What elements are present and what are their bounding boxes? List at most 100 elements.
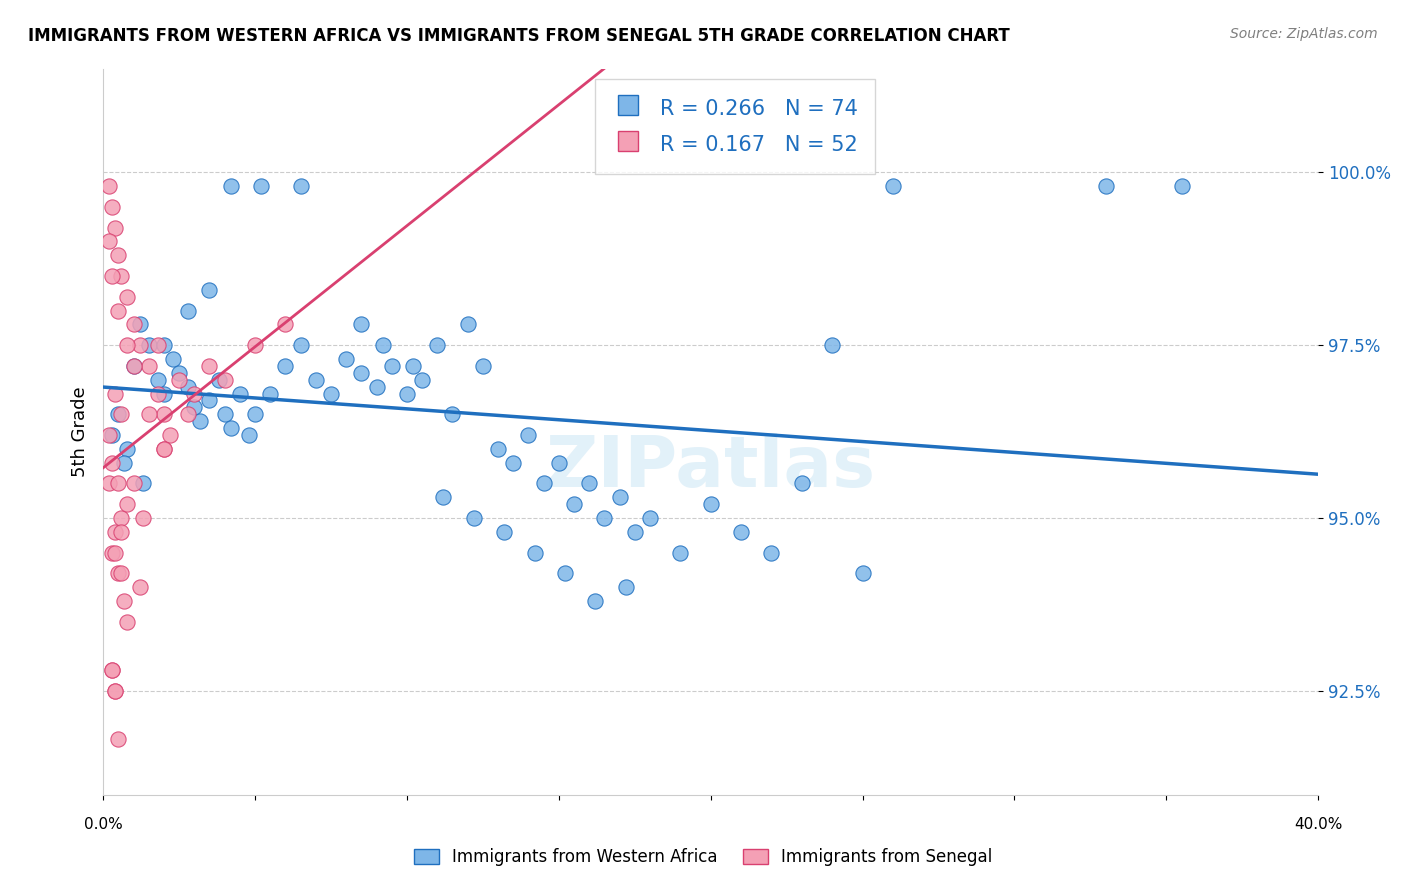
Point xyxy=(274,318,297,332)
Point xyxy=(101,200,124,214)
Point xyxy=(101,428,124,442)
Point xyxy=(107,566,129,581)
Point xyxy=(98,179,121,194)
Point xyxy=(104,524,127,539)
Point xyxy=(153,407,176,421)
Point xyxy=(432,491,454,505)
Point xyxy=(699,497,721,511)
Point xyxy=(350,366,373,380)
Point xyxy=(335,351,357,366)
Point xyxy=(110,407,132,421)
Text: IMMIGRANTS FROM WESTERN AFRICA VS IMMIGRANTS FROM SENEGAL 5TH GRADE CORRELATION : IMMIGRANTS FROM WESTERN AFRICA VS IMMIGR… xyxy=(28,27,1010,45)
Point xyxy=(290,179,312,194)
Point xyxy=(122,318,145,332)
Point xyxy=(104,220,127,235)
Point xyxy=(238,428,260,442)
Point xyxy=(159,428,181,442)
Point xyxy=(1170,179,1192,194)
Point xyxy=(523,546,546,560)
Point xyxy=(578,476,600,491)
Point xyxy=(128,580,150,594)
Point xyxy=(110,511,132,525)
Point xyxy=(101,663,124,677)
Point xyxy=(104,684,127,698)
Point xyxy=(494,524,516,539)
Point xyxy=(274,359,297,373)
Legend: R = 0.266   N = 74, R = 0.167   N = 52: R = 0.266 N = 74, R = 0.167 N = 52 xyxy=(596,78,875,174)
Point xyxy=(517,428,540,442)
Point xyxy=(128,338,150,352)
Point xyxy=(107,476,129,491)
Point xyxy=(162,351,184,366)
Point xyxy=(638,511,661,525)
Point xyxy=(167,366,190,380)
Point xyxy=(104,684,127,698)
Point xyxy=(110,566,132,581)
Point xyxy=(107,248,129,262)
Point xyxy=(98,235,121,249)
Point xyxy=(350,318,373,332)
Text: 40.0%: 40.0% xyxy=(1294,817,1343,832)
Point xyxy=(122,476,145,491)
Point xyxy=(583,594,606,608)
Point xyxy=(131,511,153,525)
Point xyxy=(101,268,124,283)
Point xyxy=(554,566,576,581)
Text: ZIPatlas: ZIPatlas xyxy=(546,434,876,502)
Point xyxy=(131,476,153,491)
Point xyxy=(112,594,135,608)
Point xyxy=(730,524,752,539)
Point xyxy=(122,359,145,373)
Point xyxy=(153,442,176,456)
Point xyxy=(219,421,242,435)
Point xyxy=(319,386,342,401)
Point xyxy=(153,442,176,456)
Point xyxy=(250,179,273,194)
Point xyxy=(219,179,242,194)
Point xyxy=(471,359,494,373)
Point xyxy=(243,338,266,352)
Point xyxy=(107,303,129,318)
Point xyxy=(198,393,221,408)
Point xyxy=(138,359,160,373)
Point xyxy=(117,338,139,352)
Point xyxy=(882,179,904,194)
Point xyxy=(852,566,875,581)
Point xyxy=(138,338,160,352)
Point xyxy=(761,546,783,560)
Point xyxy=(198,283,221,297)
Point xyxy=(371,338,394,352)
Point xyxy=(214,407,236,421)
Point xyxy=(593,511,616,525)
Point xyxy=(441,407,464,421)
Point xyxy=(101,546,124,560)
Point xyxy=(146,386,169,401)
Point xyxy=(547,456,569,470)
Point xyxy=(101,663,124,677)
Point xyxy=(614,580,637,594)
Legend: Immigrants from Western Africa, Immigrants from Senegal: Immigrants from Western Africa, Immigran… xyxy=(405,840,1001,875)
Point xyxy=(153,386,176,401)
Point xyxy=(117,615,139,629)
Point xyxy=(305,373,328,387)
Point xyxy=(790,476,813,491)
Point xyxy=(104,386,127,401)
Point xyxy=(107,732,129,747)
Point xyxy=(562,497,585,511)
Point xyxy=(381,359,404,373)
Point xyxy=(110,268,132,283)
Point xyxy=(259,386,281,401)
Point xyxy=(122,359,145,373)
Point xyxy=(110,524,132,539)
Point xyxy=(138,407,160,421)
Point xyxy=(183,401,205,415)
Point xyxy=(117,497,139,511)
Point xyxy=(177,379,200,393)
Point xyxy=(1094,179,1116,194)
Point xyxy=(229,386,252,401)
Text: 0.0%: 0.0% xyxy=(84,817,122,832)
Point xyxy=(183,386,205,401)
Y-axis label: 5th Grade: 5th Grade xyxy=(72,386,89,477)
Point xyxy=(177,303,200,318)
Point xyxy=(146,373,169,387)
